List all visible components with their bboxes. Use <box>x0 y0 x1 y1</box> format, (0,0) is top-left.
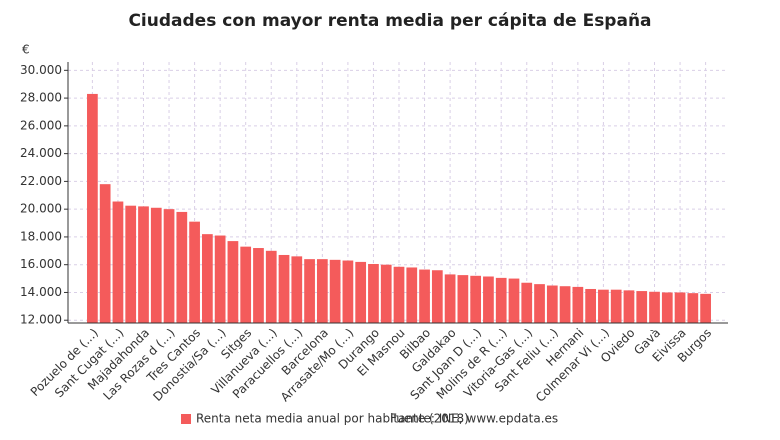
bar <box>649 291 660 323</box>
y-tick-label: 18.000 <box>20 229 62 243</box>
bar <box>495 277 507 323</box>
bar <box>342 260 354 323</box>
bar <box>316 259 328 323</box>
y-tick-label: 12.000 <box>20 313 62 327</box>
bar <box>291 256 303 323</box>
bar <box>444 274 456 323</box>
bar <box>521 282 533 323</box>
bar <box>585 288 596 323</box>
bar <box>227 241 239 323</box>
bar <box>636 291 648 323</box>
bar <box>189 221 200 323</box>
y-unit: € <box>22 43 30 57</box>
y-tick-label: 14.000 <box>20 285 62 299</box>
bar <box>87 93 98 324</box>
legend-swatch <box>181 414 191 424</box>
bar <box>150 207 162 323</box>
bar <box>112 201 124 323</box>
y-tick-label: 16.000 <box>20 257 62 271</box>
y-tick-label: 30.000 <box>20 63 62 77</box>
bar <box>265 250 277 323</box>
bar <box>253 248 264 323</box>
bar <box>483 276 494 323</box>
bar <box>163 209 175 323</box>
bar <box>355 261 367 323</box>
bar <box>661 292 673 323</box>
bar <box>419 269 430 323</box>
bar <box>304 259 315 323</box>
bar <box>457 275 469 323</box>
bar <box>546 285 558 323</box>
bar <box>700 293 711 323</box>
y-tick-label: 28.000 <box>20 91 62 105</box>
y-tick-label: 20.000 <box>20 202 62 216</box>
y-tick-label: 26.000 <box>20 118 62 132</box>
y-tick-label: 22.000 <box>20 174 62 188</box>
bar <box>138 206 149 323</box>
bar <box>674 292 686 323</box>
bar <box>687 293 699 323</box>
bar <box>99 184 111 323</box>
bar <box>380 264 392 323</box>
bar <box>470 275 482 323</box>
legend-label: Renta neta media anual por habitante (20… <box>196 412 469 426</box>
source: Fuente: INE, www.epdata.es <box>390 412 558 426</box>
bar <box>406 267 418 323</box>
bar <box>610 289 622 323</box>
bar <box>431 270 443 323</box>
bar <box>125 205 137 323</box>
y-tick-label: 24.000 <box>20 146 62 160</box>
bar <box>508 278 520 323</box>
bar <box>559 286 571 323</box>
chart-title: Ciudades con mayor renta media per cápit… <box>128 11 651 31</box>
bar <box>534 284 545 323</box>
bar <box>240 246 252 323</box>
bar <box>278 254 290 323</box>
bar <box>598 289 609 323</box>
bar <box>329 259 341 323</box>
bar <box>572 286 584 323</box>
bar <box>623 290 635 323</box>
bar <box>368 263 379 323</box>
bar <box>202 234 213 323</box>
bar <box>214 235 226 323</box>
bar <box>393 266 405 323</box>
bar <box>176 211 188 323</box>
